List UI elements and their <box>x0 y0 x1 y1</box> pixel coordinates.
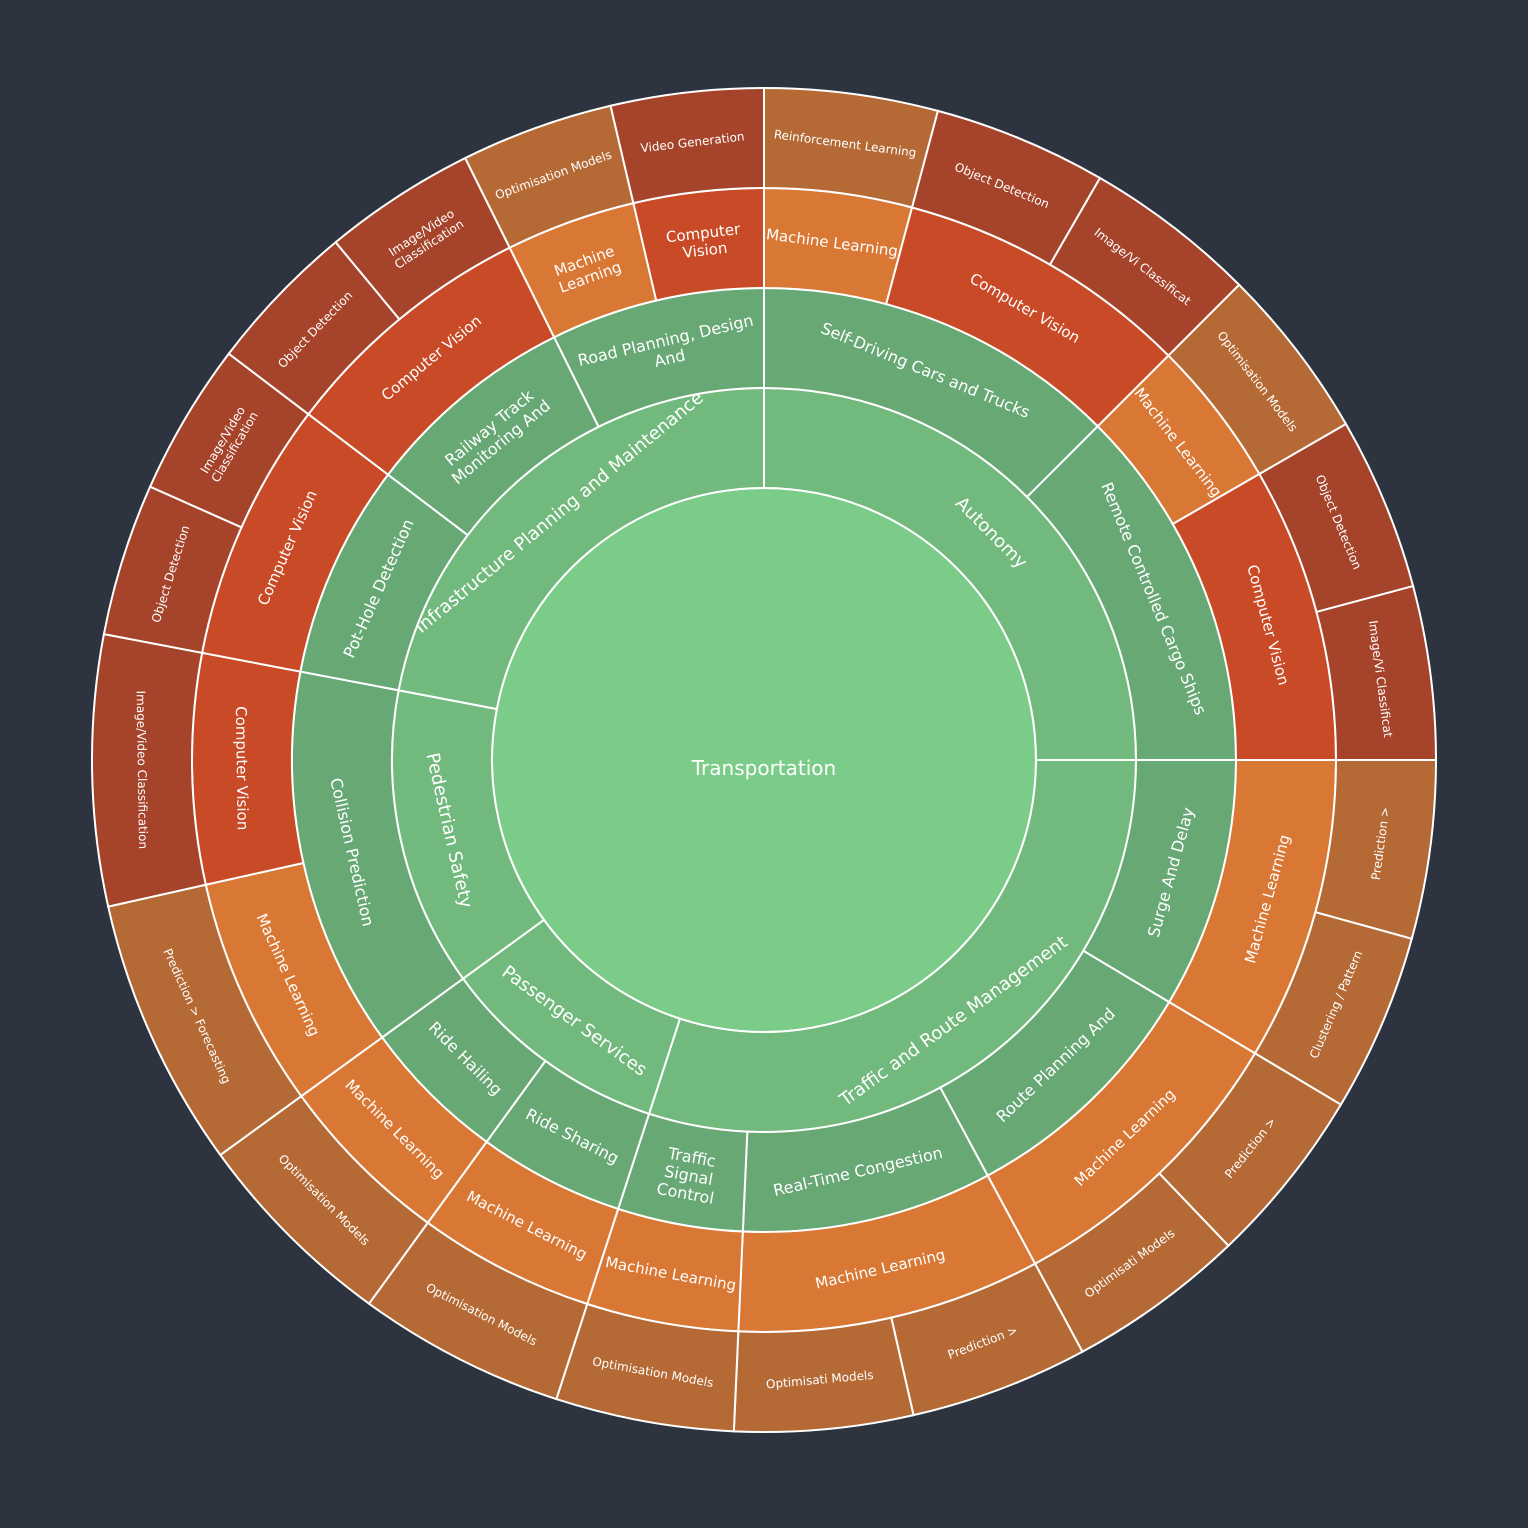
label-image-video-classification: Image/Video Classification <box>134 690 150 849</box>
label-traffic-signal-control: TrafficSignalControl <box>655 1143 722 1208</box>
label-computer-vision: Computer Vision <box>232 706 252 830</box>
segment-video-generation[interactable] <box>609 86 765 205</box>
label-transportation: Transportation <box>691 756 836 780</box>
